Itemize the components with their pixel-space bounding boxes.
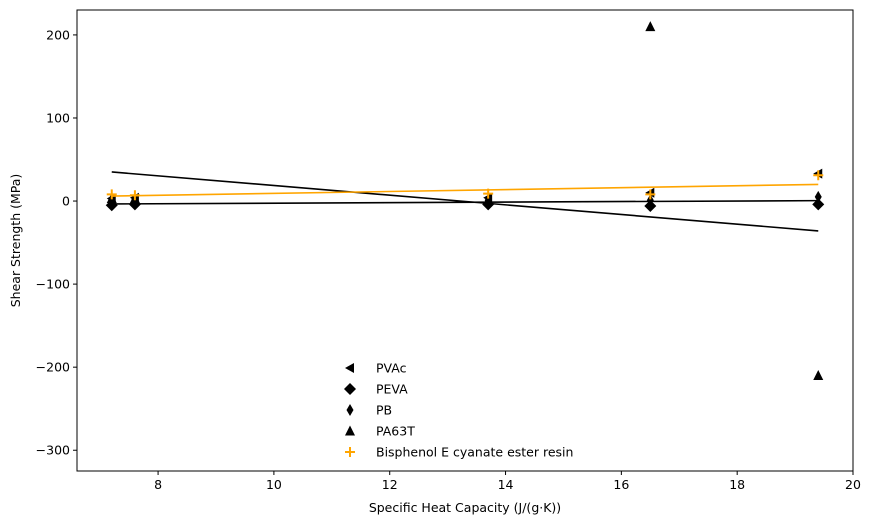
x-tick-label-16: 16 xyxy=(613,477,629,492)
point-pb-4 xyxy=(646,194,654,207)
y-tick-label-200: 200 xyxy=(46,27,70,42)
x-axis-ticks: 8 10 12 14 16 18 20 xyxy=(154,471,861,492)
legend-marker-bisphenol-e-cyanate-ester-resin xyxy=(345,447,355,457)
legend-marker-pa63t xyxy=(345,425,355,436)
y-axis-ticks: −300 −200 −100 0 100 200 xyxy=(36,27,77,458)
x-tick-label-12: 12 xyxy=(382,477,398,492)
legend-label-pa63t: PA63T xyxy=(376,424,415,439)
point-pa63t-5 xyxy=(813,369,824,380)
legend-marker-pb xyxy=(346,404,354,416)
legend: PVAc PEVA PB PA63T Bisphenol E cyanate ester… xyxy=(344,361,573,460)
x-tick-label-18: 18 xyxy=(729,477,745,492)
x-tick-label-20: 20 xyxy=(845,477,861,492)
legend-label-peva: PEVA xyxy=(376,382,408,397)
legend-label-bisphenol-e-cyanate-ester-resin: Bisphenol E cyanate ester resin xyxy=(376,445,573,460)
trend-line-1 xyxy=(111,199,819,205)
y-tick-label--300: −300 xyxy=(36,443,70,458)
y-tick-label-0: 0 xyxy=(62,194,70,209)
legend-marker-peva xyxy=(344,383,356,395)
y-axis-label: Shear Strength (MPa) xyxy=(8,174,23,308)
legend-marker-pvac xyxy=(345,363,354,373)
point-bisphenol-e-cyanate-ester-resin-1 xyxy=(106,189,117,200)
x-tick-label-10: 10 xyxy=(266,477,282,492)
point-pa63t-4 xyxy=(645,21,656,32)
x-axis-label: Specific Heat Capacity (J/(g·K)) xyxy=(369,500,561,515)
trend-lines xyxy=(111,171,819,232)
trend-line-3 xyxy=(111,183,819,197)
y-tick-label--100: −100 xyxy=(36,277,70,292)
point-bisphenol-e-cyanate-ester-resin-4 xyxy=(645,189,656,200)
plot-frame xyxy=(76,9,854,472)
legend-label-pvac: PVAc xyxy=(376,361,407,376)
x-tick-label-8: 8 xyxy=(154,477,162,492)
trend-line-2 xyxy=(111,171,819,232)
point-bisphenol-e-cyanate-ester-resin-5 xyxy=(813,170,824,181)
legend-label-pb: PB xyxy=(376,403,392,418)
y-tick-label-100: 100 xyxy=(46,110,70,125)
x-tick-label-14: 14 xyxy=(498,477,514,492)
y-tick-label--200: −200 xyxy=(36,360,70,375)
